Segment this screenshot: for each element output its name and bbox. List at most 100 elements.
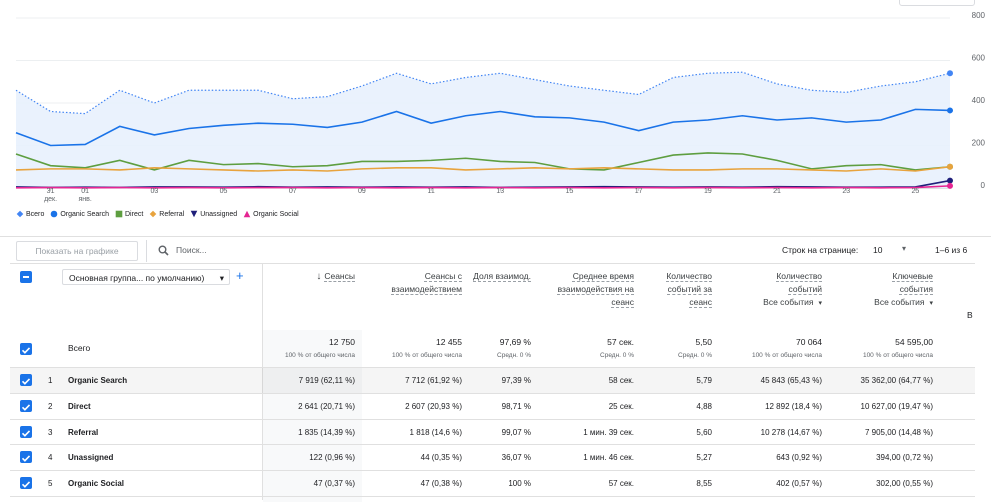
checkbox[interactable] — [20, 399, 32, 412]
end-marker — [947, 182, 953, 189]
row-index: 5 — [48, 479, 53, 489]
rows-select[interactable]: 10 — [873, 245, 883, 255]
y-tick-label: 800 — [972, 11, 986, 20]
row-value: 402 (0,57 %) — [776, 479, 822, 489]
check — [21, 429, 31, 437]
legend-item: Unassigned — [190, 210, 237, 218]
row-border — [10, 496, 975, 497]
event-filter[interactable]: Все события ▾ — [874, 297, 933, 307]
row-value: 1 818 (14,6 %) — [409, 427, 462, 437]
total-label: Всего — [68, 343, 91, 353]
separator — [146, 240, 147, 262]
column-header[interactable]: Сеансы с взаимодействием — [372, 270, 462, 296]
y-tick-label: 600 — [972, 54, 986, 63]
x-tick-label: 09 — [358, 188, 366, 195]
row-value: 1 мин. 39 сек. — [583, 427, 634, 437]
check — [21, 481, 31, 489]
column-header[interactable]: Доля взаимод. — [471, 270, 531, 283]
column-header[interactable]: Количество событий за сеанс — [652, 270, 712, 309]
total-value: 57 сек. — [607, 337, 634, 347]
x-tick-label: 21 — [773, 188, 781, 195]
filter-label: Все события — [763, 297, 814, 307]
total-note: 100 % от общего числа — [391, 352, 462, 359]
checkbox[interactable] — [20, 477, 32, 490]
add-dimension[interactable]: + — [236, 268, 244, 283]
x-tick-label: 19 — [703, 188, 712, 195]
total-note: Средн. 0 % — [678, 352, 712, 359]
row-value: 12 892 (18,4 %) — [765, 401, 822, 411]
row-value: 25 сек. — [608, 401, 634, 411]
search-icon — [158, 245, 169, 256]
row-value: 58 сек. — [608, 376, 634, 385]
row-value: 44 (0,35 %) — [420, 453, 462, 463]
series-line — [15, 185, 951, 189]
total-note: Средн. 0 % — [497, 352, 531, 359]
legend-marker — [243, 210, 251, 218]
checkbox[interactable] — [20, 343, 32, 355]
total-note: 100 % от общего числа — [862, 352, 933, 359]
row-name: Direct — [68, 401, 91, 411]
row-name: Organic Social — [68, 479, 125, 489]
total-value: 5,50 — [695, 337, 712, 347]
x-tick-label: 31 дек. — [44, 188, 58, 203]
sort-arrow: ↓ — [316, 271, 322, 282]
row-value: 47 (0,38 %) — [420, 479, 462, 489]
divider — [10, 263, 975, 264]
row-value: 1 мин. 46 сек. — [583, 453, 634, 463]
legend-label: Direct — [125, 210, 144, 218]
series-line — [15, 108, 951, 147]
x-tick-label: 11 — [427, 188, 435, 195]
legend-icon — [190, 210, 198, 218]
row-value: 5,79 — [696, 376, 712, 385]
row-border — [10, 444, 975, 446]
column-header[interactable]: Среднее время взаимодействия на сеанс — [544, 270, 634, 309]
legend-label: Referral — [159, 210, 185, 218]
column-header[interactable]: Ключевые события — [868, 270, 933, 296]
legend-item: Organic Social — [243, 210, 299, 218]
row-index: 3 — [48, 427, 53, 437]
y-tick-label: 0 — [981, 181, 986, 190]
top-button[interactable] — [899, 0, 975, 6]
row-name: Referral — [68, 427, 99, 437]
legend-label: Всего — [26, 210, 45, 218]
check — [21, 455, 31, 463]
select-all[interactable] — [20, 271, 32, 283]
dimension-text: Основная группа... по умолчанию) — [69, 273, 205, 283]
legend-icon — [16, 210, 24, 218]
legend-icon — [149, 210, 157, 218]
filter-caret: ▾ — [818, 300, 822, 307]
row-value: 302,00 (0,55 %) — [876, 479, 933, 489]
row-value: 45 843 (65,43 %) — [760, 376, 822, 385]
x-tick-label: 03 — [150, 188, 159, 195]
dimension-selector[interactable]: Основная группа... по умолчанию) ▾ — [62, 269, 230, 285]
column-header[interactable]: Количество событий — [752, 270, 822, 296]
end-marker — [947, 107, 953, 114]
row-value: 98,71 % — [501, 401, 531, 411]
check — [21, 404, 31, 411]
row-value: 643 (0,92 %) — [776, 453, 822, 463]
rows-label: Строк на странице: — [782, 245, 859, 255]
column-header[interactable]: ↓ Сеансы — [265, 270, 355, 283]
x-tick-label: 15 — [565, 188, 574, 195]
total-value: 70 064 — [796, 337, 822, 347]
row-value: 122 (0,96 %) — [309, 453, 355, 463]
x-tick-label: 25 — [911, 188, 920, 195]
series-line — [15, 165, 951, 172]
x-tick-label: 13 — [496, 188, 505, 195]
x-tick-label: 01 янв. — [78, 188, 92, 203]
filter-label: Все события — [874, 297, 925, 307]
event-filter[interactable]: Все события ▾ — [763, 297, 822, 307]
checkbox[interactable] — [20, 374, 32, 386]
chart-filter[interactable]: Показать на графике — [16, 241, 138, 261]
row-index: 2 — [48, 401, 53, 411]
row-value: 5,27 — [696, 453, 712, 463]
legend: Всего Organic Search Direct Referral Unassig… — [16, 210, 299, 218]
checkbox[interactable] — [20, 425, 32, 438]
total-value: 12 455 — [436, 337, 462, 347]
checkbox[interactable] — [20, 451, 32, 464]
search-input[interactable]: Поиск... — [176, 245, 207, 255]
row-value: 2 641 (20,71 %) — [298, 401, 355, 411]
row-border — [10, 470, 975, 472]
total-value: 12 750 — [329, 337, 355, 347]
